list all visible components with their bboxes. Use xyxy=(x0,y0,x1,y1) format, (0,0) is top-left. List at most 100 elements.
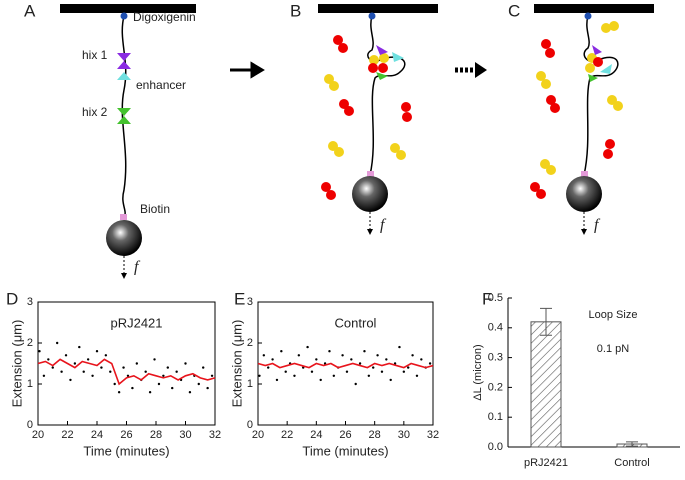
arrowhead xyxy=(475,62,487,78)
data-point xyxy=(293,374,296,377)
x-tick-label: 22 xyxy=(281,429,293,441)
data-point xyxy=(157,382,161,386)
annotation: 0.1 pN xyxy=(597,343,629,355)
data-point xyxy=(100,366,103,369)
label: Digoxigenin xyxy=(133,10,196,24)
data-point xyxy=(398,345,401,349)
data-point xyxy=(73,362,77,365)
x-tick-label: 32 xyxy=(209,429,221,441)
hix1-site xyxy=(117,53,131,69)
x-tick-label: pRJ2421 xyxy=(524,457,568,469)
data-point xyxy=(197,382,200,386)
y-tick-label: 2 xyxy=(27,337,33,349)
data-point xyxy=(306,345,309,349)
x-tick-label: 24 xyxy=(91,429,103,441)
x-tick-label: 22 xyxy=(61,429,73,441)
data-point xyxy=(95,350,99,353)
data-point xyxy=(271,358,274,361)
force-label: f xyxy=(380,217,387,234)
x-tick-label: 32 xyxy=(427,429,439,441)
data-point xyxy=(153,358,156,361)
anchor xyxy=(120,12,128,20)
label: enhancer xyxy=(136,78,186,92)
data-point xyxy=(51,366,54,369)
label: hix 1 xyxy=(82,48,108,62)
data-point xyxy=(341,354,344,357)
panel-label: D xyxy=(6,289,18,308)
data-point xyxy=(55,341,59,345)
data-point xyxy=(113,382,116,386)
data-point xyxy=(380,370,384,373)
bead xyxy=(566,176,602,212)
y-tick-label: 3 xyxy=(247,296,253,308)
error-bar xyxy=(540,307,552,336)
data-point xyxy=(358,362,362,365)
x-tick-label: 28 xyxy=(369,429,381,441)
data-point xyxy=(210,374,214,377)
x-tick-label: 26 xyxy=(339,429,351,441)
data-point xyxy=(42,374,46,377)
data-point xyxy=(354,382,357,386)
y-tick-label: 3 xyxy=(27,296,33,308)
surface xyxy=(60,4,196,13)
error-bar xyxy=(626,441,638,447)
data-point xyxy=(109,370,112,373)
data-point xyxy=(411,354,414,357)
data-point xyxy=(117,391,121,394)
data-point xyxy=(171,386,174,390)
y-tick-label: 0.1 xyxy=(488,411,503,423)
panel-label: C xyxy=(508,1,520,20)
data-point xyxy=(188,391,192,394)
y-tick-label: 1 xyxy=(247,378,253,390)
y-tick-label: 0.3 xyxy=(488,352,503,364)
data-point xyxy=(148,391,152,394)
data-point xyxy=(372,366,375,369)
data-point xyxy=(69,378,72,382)
data-point xyxy=(144,370,147,373)
y-tick-label: 0.2 xyxy=(488,381,503,393)
surface xyxy=(318,4,438,13)
data-point xyxy=(258,374,261,377)
anchor xyxy=(368,12,376,20)
y-tick-label: 0.4 xyxy=(488,322,503,334)
proteins xyxy=(530,21,623,199)
trace-line xyxy=(37,358,216,386)
data-point xyxy=(38,350,41,353)
panel-a: A Digoxigenin hix 1 enhancer hix 2 Bioti… xyxy=(24,1,196,279)
dna xyxy=(583,15,619,176)
surface xyxy=(534,4,654,13)
data-point xyxy=(428,362,432,365)
x-axis-title: Time (minutes) xyxy=(83,443,169,458)
y-tick-label: 0.0 xyxy=(488,441,503,453)
y-tick-label: 2 xyxy=(247,337,253,349)
data-point xyxy=(376,354,379,357)
data-point xyxy=(332,374,336,377)
data-point xyxy=(86,358,90,361)
data-point xyxy=(162,374,165,377)
enhancer-site xyxy=(117,72,131,80)
data-point xyxy=(131,386,134,390)
arrow xyxy=(230,61,265,79)
data-point xyxy=(275,378,279,382)
data-point xyxy=(126,374,130,377)
panel-label: B xyxy=(290,1,301,20)
label: hix 2 xyxy=(82,105,108,119)
chart-title: Control xyxy=(335,315,377,330)
data-point xyxy=(280,350,283,353)
y-tick-label: 0.5 xyxy=(488,292,503,304)
x-tick-label: 24 xyxy=(310,429,322,441)
data-point xyxy=(345,370,349,373)
data-point xyxy=(166,366,169,369)
data-point xyxy=(64,354,68,357)
dna xyxy=(121,15,127,219)
data-point xyxy=(363,350,366,353)
data-point xyxy=(350,358,353,361)
arrowhead xyxy=(121,273,127,279)
y-axis-title: ΔL (micron) xyxy=(472,344,484,400)
data-point xyxy=(104,354,108,357)
x-tick-label: 20 xyxy=(252,429,264,441)
label: Biotin xyxy=(140,202,170,216)
y-tick-label: 0 xyxy=(27,419,33,431)
x-tick-label: 30 xyxy=(179,429,191,441)
data-point xyxy=(175,370,178,373)
